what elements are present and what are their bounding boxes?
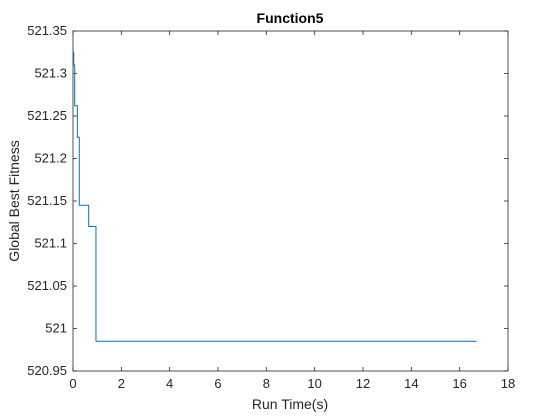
y-tick-label: 520.95 (27, 363, 67, 378)
y-tick-label: 521.15 (27, 193, 67, 208)
chart-title: Function5 (257, 10, 324, 26)
y-tick-label: 521.35 (27, 23, 67, 38)
y-tick-label: 521.05 (27, 278, 67, 293)
x-tick-label: 0 (69, 376, 76, 391)
x-tick-label: 16 (452, 376, 466, 391)
x-tick-label: 4 (166, 376, 173, 391)
y-tick-label: 521.1 (34, 236, 67, 251)
y-tick-label: 521 (45, 321, 67, 336)
y-tick-label: 521.3 (34, 66, 67, 81)
x-tick-label: 12 (356, 376, 370, 391)
plot-area (73, 31, 508, 371)
x-axis-label: Run Time(s) (252, 396, 328, 412)
y-axis-label: Global Best Fitness (6, 140, 22, 261)
x-tick-label: 10 (307, 376, 321, 391)
x-tick-label: 14 (404, 376, 418, 391)
y-tick-label: 521.2 (34, 151, 67, 166)
x-tick-label: 6 (214, 376, 221, 391)
x-tick-label: 18 (501, 376, 515, 391)
x-tick-label: 8 (263, 376, 270, 391)
y-tick-label: 521.25 (27, 108, 67, 123)
x-tick-label: 2 (118, 376, 125, 391)
